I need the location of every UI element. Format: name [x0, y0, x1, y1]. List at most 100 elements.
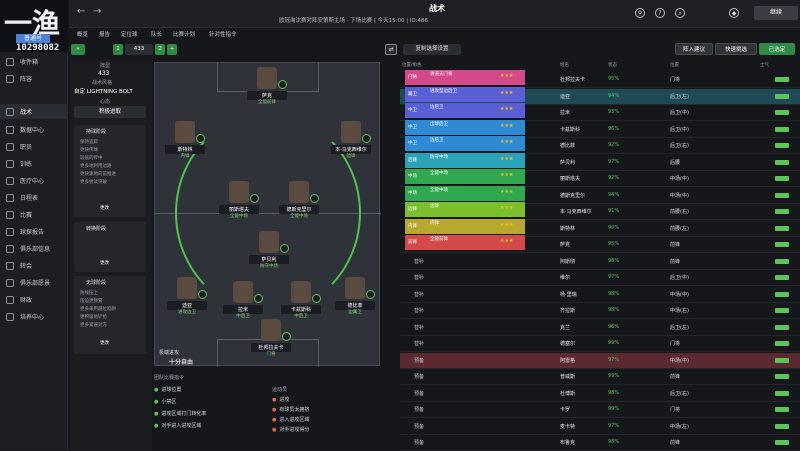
- role-row[interactable]: 中卫 边后卫 ★★★: [405, 136, 525, 151]
- row-name[interactable]: 齐拉斯: [560, 308, 576, 314]
- sidebar-item-inbox[interactable]: 收件箱: [0, 54, 68, 69]
- selected-button[interactable]: 已选定: [759, 43, 795, 55]
- role-row[interactable]: 边锋 边锋 ★★★: [405, 202, 525, 217]
- sidebar-item-staff[interactable]: 职员: [0, 139, 68, 154]
- sidebar-item-squad[interactable]: 阵容: [0, 71, 68, 86]
- formation-select[interactable]: 433: [125, 44, 153, 55]
- back-arrow-icon[interactable]: ←: [77, 6, 86, 17]
- player-card[interactable]: 卡兹斯科 中后卫: [281, 281, 321, 327]
- player-card[interactable]: 迪亚 进攻边卫: [167, 277, 207, 323]
- continue-button[interactable]: 继续: [754, 6, 798, 20]
- role-row[interactable]: 中场 全能中场 ★★★: [405, 185, 525, 201]
- mentality-select[interactable]: 积极进取: [74, 106, 146, 118]
- sidebar-item-vision[interactable]: 俱乐部愿景: [0, 275, 68, 290]
- search-icon[interactable]: ⌕: [675, 8, 685, 18]
- add-tactic-button[interactable]: +: [167, 44, 177, 55]
- row-name[interactable]: 杜博斯: [560, 390, 576, 397]
- row-name[interactable]: 卡兹斯科: [560, 126, 581, 133]
- row-name[interactable]: 拉米: [560, 110, 571, 116]
- player-card[interactable]: 萨贝利 防守中场: [249, 231, 289, 277]
- role-row[interactable]: 中场 全能中场 ★★★: [405, 169, 525, 184]
- player-card[interactable]: 丽斯塔夫 全能中场: [219, 181, 259, 227]
- row-name[interactable]: 本·马克西维尔: [560, 209, 592, 215]
- table-row[interactable]: 预备 布鲁克 98% 前锋: [400, 435, 800, 451]
- table-row[interactable]: 替补 德塞尔 99% 门将: [400, 336, 800, 352]
- row-name[interactable]: 德比菲: [560, 143, 576, 149]
- edit-link[interactable]: 更改: [100, 206, 109, 211]
- row-name[interactable]: 迪亚: [560, 93, 571, 100]
- style-value[interactable]: 自定 LIGHTNING BOLT: [74, 89, 133, 95]
- copy-selection-button[interactable]: 复制选择设置: [403, 44, 461, 55]
- tab-captains[interactable]: 队长: [151, 32, 163, 38]
- edit-link[interactable]: 更改: [100, 261, 109, 266]
- player-card[interactable]: 萨克 全能前锋: [247, 67, 287, 113]
- col-header-condition[interactable]: 状态: [608, 63, 617, 68]
- role-row[interactable]: 翼卫 进攻型边后卫 ★★★: [405, 86, 525, 102]
- row-name[interactable]: 德塞尔: [560, 341, 576, 347]
- col-header-position[interactable]: 位置: [670, 63, 679, 68]
- col-header-role[interactable]: 位置/角色: [402, 63, 422, 68]
- player-card[interactable]: 本·马克西维尔 边锋: [331, 121, 371, 167]
- collapse-icon[interactable]: «: [71, 44, 85, 55]
- row-name[interactable]: 萨克: [560, 242, 571, 248]
- transition-card[interactable]: 转换阶段 更改: [74, 222, 146, 272]
- sidebar-item-finance[interactable]: 财政: [0, 292, 68, 307]
- forward-arrow-icon[interactable]: →: [93, 6, 102, 17]
- player-card[interactable]: 德斯克里尔 全能中场: [279, 181, 319, 227]
- table-row[interactable]: 预备 普威斯 99% 前锋: [400, 369, 800, 385]
- row-name[interactable]: 阿雷格: [560, 357, 576, 364]
- tab-report[interactable]: 报告: [99, 32, 111, 38]
- swap-icon[interactable]: ⇄: [385, 44, 397, 55]
- sidebar-item-tactics[interactable]: 战术: [0, 104, 68, 119]
- table-row[interactable]: 预备 卡罗 99% 门将: [400, 402, 800, 418]
- col-header-morale[interactable]: 士气: [760, 63, 769, 68]
- row-name[interactable]: 麦卡特: [560, 423, 576, 430]
- table-row[interactable]: 替补 阿斯彻 98% 前锋: [400, 254, 800, 270]
- help-icon[interactable]: ?: [655, 8, 665, 18]
- sidebar-item-data[interactable]: 数据中心: [0, 122, 68, 137]
- sidebar-item-development[interactable]: 培养中心: [0, 309, 68, 324]
- role-row[interactable]: 中卫 边后卫 ★★★: [405, 103, 525, 118]
- row-name[interactable]: 卡罗: [560, 407, 571, 413]
- player-card[interactable]: 斯特林 内锋: [165, 121, 205, 167]
- in-possession-card[interactable]: 持球阶段 保持追踪 更快传球 较低的传中 更多地利用边路 更快速地向前推进 更多…: [74, 125, 146, 217]
- table-row[interactable]: 替补 克兰 96% 后卫(左): [400, 320, 800, 336]
- sidebar-item-medical[interactable]: 医疗中心: [0, 173, 68, 188]
- row-name[interactable]: 萨贝利: [560, 159, 576, 166]
- role-row[interactable]: 门将 清道夫门将 ★★★: [405, 70, 525, 85]
- club-crest-icon[interactable]: ◆: [729, 8, 739, 18]
- tab-opposition-instructions[interactable]: 针对性指令: [209, 32, 237, 38]
- row-name[interactable]: 布鲁克: [560, 440, 576, 446]
- tab-match-plan[interactable]: 比赛计划: [173, 32, 196, 38]
- quick-pick-button[interactable]: 快速挑选: [715, 43, 757, 55]
- sidebar-item-transfers[interactable]: 转会: [0, 258, 68, 273]
- table-row[interactable]: 预备 杜博斯 98% 后卫(右): [400, 386, 800, 402]
- sidebar-item-training[interactable]: 训练: [0, 156, 68, 171]
- row-name[interactable]: 克兰: [560, 324, 571, 331]
- edit-link[interactable]: 更改: [100, 341, 109, 346]
- sidebar-item-club-info[interactable]: 俱乐部信息: [0, 241, 68, 256]
- sidebar-item-schedule[interactable]: 日程表: [0, 190, 68, 205]
- table-row[interactable]: 预备 麦卡特 97% 中场(左): [400, 419, 800, 435]
- row-name[interactable]: 杨·里瑞: [560, 291, 577, 298]
- player-card[interactable]: 拉米 中后卫: [223, 281, 263, 327]
- tactic-slot-2[interactable]: 2: [155, 44, 165, 55]
- table-row[interactable]: 预备 阿雷格 97% 中场(中): [400, 352, 800, 369]
- pin-icon[interactable]: ⚲: [635, 8, 645, 18]
- row-name[interactable]: 斯特林: [560, 225, 576, 232]
- player-card[interactable]: 德比菲 边翼卫: [335, 277, 375, 323]
- sidebar-item-scouting[interactable]: 球探报告: [0, 224, 68, 239]
- role-row[interactable]: 后腰 防守中场 ★★★: [405, 152, 525, 168]
- row-name[interactable]: 德斯克里尔: [560, 192, 586, 199]
- role-row[interactable]: 中卫 出球后卫 ★★★: [405, 119, 525, 135]
- player-card[interactable]: 杜邦拉夫卡 门将: [251, 319, 291, 365]
- row-name[interactable]: 阿斯彻: [560, 258, 576, 265]
- row-name[interactable]: 普威斯: [560, 374, 576, 380]
- table-row[interactable]: 替补 杨·里瑞 98% 中场(中): [400, 287, 800, 303]
- role-row[interactable]: 前锋 全能前锋 ★★★: [405, 235, 525, 250]
- row-name[interactable]: 丽斯塔夫: [560, 176, 581, 182]
- table-row[interactable]: 替补 齐拉斯 98% 中场(右): [400, 303, 800, 319]
- table-row[interactable]: 替补 维尔 97% 后卫(中): [400, 270, 800, 286]
- tab-overview[interactable]: 概览: [77, 32, 89, 38]
- lineup-suggestion-button[interactable]: 阵入建议: [675, 43, 713, 55]
